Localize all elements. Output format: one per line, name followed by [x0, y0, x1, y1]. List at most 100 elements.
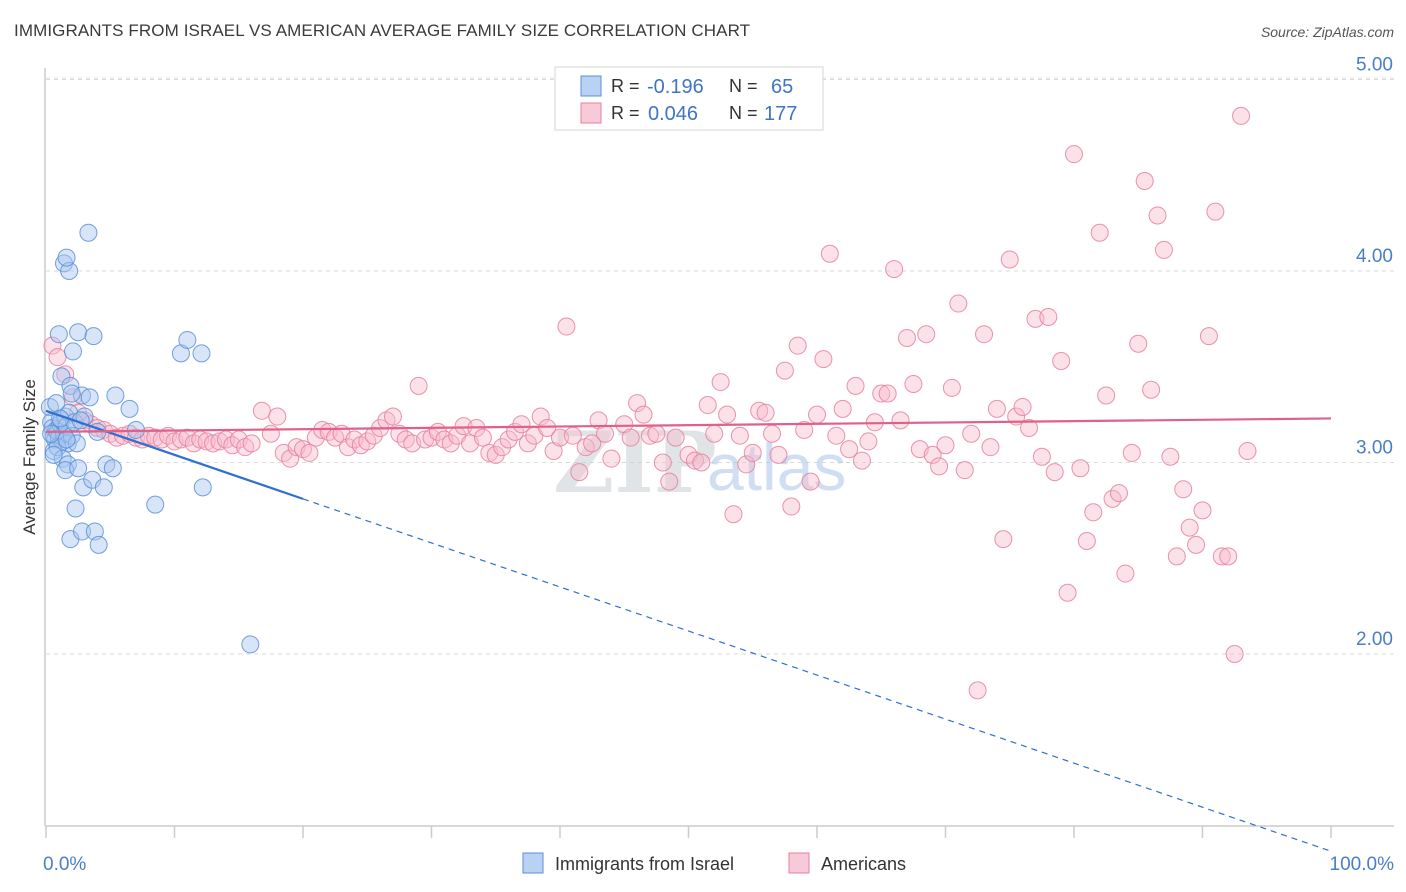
americans-point [962, 424, 981, 443]
americans-point [499, 430, 518, 449]
americans-point [872, 384, 891, 403]
americans-point [1148, 206, 1167, 225]
israel-point [72, 522, 91, 541]
americans-point [1020, 419, 1039, 438]
israel-point [57, 430, 76, 449]
americans-point [955, 461, 974, 480]
israel-point [61, 376, 80, 395]
americans-point [1238, 442, 1257, 461]
israel-point [193, 478, 212, 497]
americans-point [981, 438, 1000, 457]
israel-point [66, 499, 85, 518]
americans-point [949, 294, 968, 313]
americans-point [1065, 145, 1083, 164]
americans-point [281, 449, 300, 468]
legend-r-value-israel: -0.196 [647, 76, 704, 98]
series-label-israel: Immigrants from Israel [555, 854, 734, 874]
americans-point [634, 405, 653, 424]
gridlines [46, 77, 1396, 655]
israel-point [62, 384, 81, 403]
israel-point [47, 394, 66, 413]
americans-point [1090, 223, 1109, 242]
americans-point [1000, 250, 1019, 269]
x-tick-label-end: 100.0% [1330, 854, 1395, 875]
americans-point [827, 426, 846, 445]
americans-point [840, 440, 859, 459]
americans-point [595, 424, 614, 443]
americans-point [242, 434, 261, 453]
americans-point [846, 376, 865, 395]
israel-point [52, 367, 71, 386]
israel-point [146, 495, 165, 514]
x-tick-label-start: 0.0% [43, 854, 86, 875]
trend-lines [45, 409, 1332, 852]
americans-point [1225, 645, 1244, 663]
y-tick-label: 4.00 [1356, 246, 1393, 267]
americans-point [653, 453, 672, 472]
series-swatch-israel [522, 852, 544, 874]
americans-point [737, 455, 756, 474]
americans-point [1232, 106, 1251, 125]
americans-point [763, 424, 782, 443]
americans-point [197, 432, 216, 451]
americans-point [968, 681, 987, 700]
americans-point [1122, 443, 1141, 462]
americans-point [711, 373, 730, 392]
series-label-americans: Americans [821, 854, 906, 874]
americans-point [583, 434, 602, 453]
americans-point [724, 505, 743, 524]
americans-point [1180, 518, 1199, 537]
americans-point [808, 405, 826, 424]
israel-point [89, 535, 108, 554]
israel-point [69, 459, 88, 478]
americans-point [1039, 307, 1058, 326]
legend-n-label-americans: N = [729, 103, 758, 123]
israel-point [79, 223, 98, 242]
israel-point [80, 388, 99, 407]
israel-point [106, 386, 125, 405]
americans-point [930, 457, 949, 476]
legend-n-value-israel: 65 [771, 76, 793, 98]
americans-point [1077, 532, 1096, 551]
americans-point [441, 434, 460, 453]
israel-point [67, 434, 86, 453]
israel-point [44, 445, 63, 464]
americans-point [621, 428, 640, 447]
x-tick-marks [45, 826, 1332, 838]
americans-point [936, 436, 955, 455]
americans-point [1135, 171, 1154, 190]
americans-point [557, 317, 576, 336]
americans-point [814, 350, 833, 369]
israel-point [192, 344, 211, 363]
americans-point [685, 451, 704, 470]
americans-point [1219, 547, 1238, 566]
americans-point [692, 453, 711, 472]
israel-point [53, 449, 72, 468]
americans-point [917, 325, 936, 344]
americans-point [300, 443, 319, 462]
americans-point [1142, 380, 1161, 399]
israel-points [40, 223, 260, 654]
americans-point [923, 445, 942, 464]
israel-point [103, 459, 122, 478]
israel-point [42, 424, 61, 443]
americans-point [640, 426, 659, 445]
americans-point [775, 361, 794, 380]
americans-point [730, 426, 749, 445]
y-tick-label: 2.00 [1356, 629, 1393, 650]
americans-point [1174, 480, 1193, 499]
legend-swatch-israel [580, 75, 602, 97]
legend-r-label-americans: R = [611, 103, 640, 123]
legend-n-value-americans: 177 [764, 103, 797, 125]
americans-point [994, 530, 1013, 549]
americans-point [602, 449, 621, 468]
israel-point [120, 399, 139, 418]
americans-point [942, 378, 961, 397]
americans-point [756, 403, 775, 422]
americans-point [364, 426, 383, 445]
americans-point [1084, 503, 1103, 522]
correlation-legend: R = -0.196 N = 65 R = 0.046 N = 177 [554, 66, 824, 131]
americans-point [885, 260, 904, 279]
israel-point [241, 635, 260, 654]
